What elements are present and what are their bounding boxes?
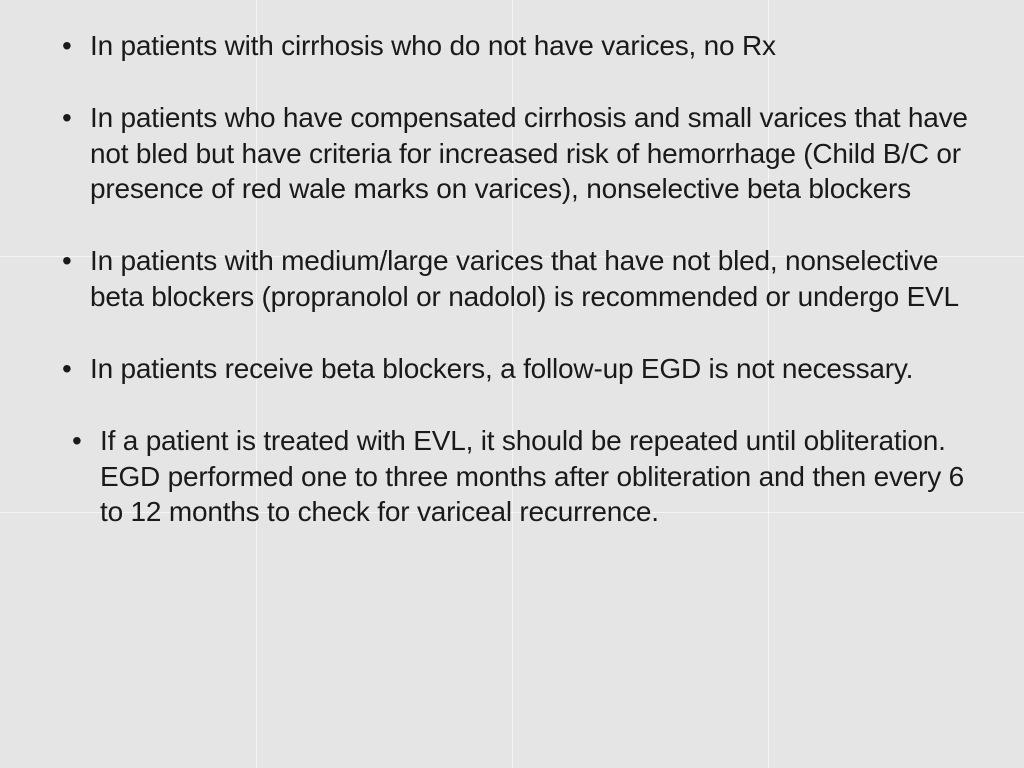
spacer [48,207,976,243]
spacer [48,387,976,423]
spacer [48,315,976,351]
spacer [48,64,976,100]
bullet-item: In patients with cirrhosis who do not ha… [48,28,976,64]
bullet-item: In patients receive beta blockers, a fol… [48,351,976,387]
bullet-item: If a patient is treated with EVL, it sho… [48,423,976,530]
slide-container: In patients with cirrhosis who do not ha… [0,0,1024,768]
slide-content: In patients with cirrhosis who do not ha… [48,28,976,530]
bullet-list: In patients with cirrhosis who do not ha… [48,28,976,530]
bullet-item: In patients with medium/large varices th… [48,243,976,315]
bullet-item: In patients who have compensated cirrhos… [48,100,976,207]
